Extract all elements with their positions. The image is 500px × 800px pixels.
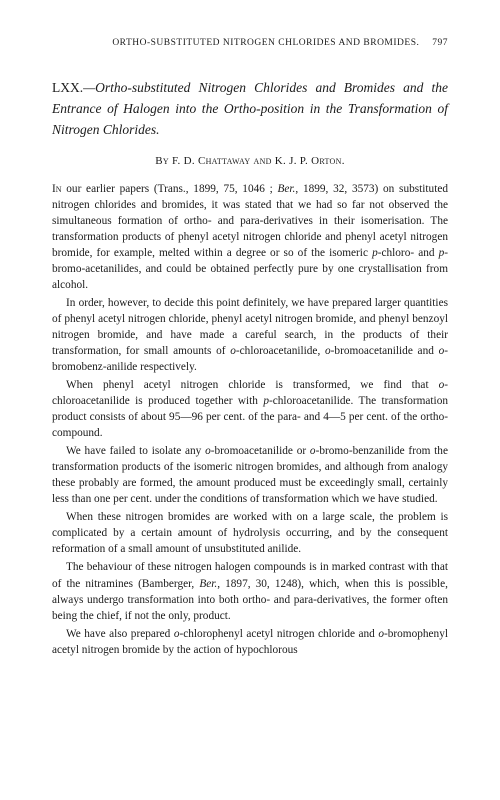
- author-2: K. J. P. Orton.: [275, 155, 345, 167]
- p3-a: When phenyl acetyl nitrogen chloride is …: [66, 379, 439, 391]
- article-title: LXX.—Ortho-substituted Nitrogen Chloride…: [52, 78, 448, 141]
- running-head: ORTHO-SUBSTITUTED NITROGEN CHLORIDES AND…: [52, 38, 448, 48]
- p4-a: We have failed to isolate any: [66, 445, 205, 457]
- p1-f: -chloro- and: [378, 247, 439, 259]
- p4-c: -bromoacetanilide or: [211, 445, 310, 457]
- byline: By F. D. Chattaway and K. J. P. Orton.: [52, 155, 448, 167]
- paragraph-7: We have also prepared o-chlorophenyl ace…: [52, 626, 448, 658]
- article-title-text: —Ortho-substituted Nitrogen Chlorides an…: [52, 80, 448, 137]
- paragraph-3: When phenyl acetyl nitrogen chloride is …: [52, 377, 448, 441]
- p1-lead: In: [52, 183, 62, 195]
- author-conj: and: [250, 155, 274, 167]
- running-head-text: ORTHO-SUBSTITUTED NITROGEN CHLORIDES AND…: [112, 38, 419, 48]
- p7-c: -chlorophenyl acetyl nitrogen chloride a…: [179, 628, 378, 640]
- p1-c: Ber.: [278, 183, 296, 195]
- article-number: LXX.: [52, 80, 83, 95]
- body-text: In our earlier papers (Trans., 1899, 75,…: [52, 181, 448, 658]
- paragraph-1: In our earlier papers (Trans., 1899, 75,…: [52, 181, 448, 293]
- byline-prefix: By: [155, 155, 172, 167]
- author-1: F. D. Chattaway: [172, 155, 250, 167]
- p7-a: We have also prepared: [66, 628, 174, 640]
- paragraph-2: In order, however, to decide this point …: [52, 295, 448, 375]
- paragraph-5: When these nitrogen bromides are worked …: [52, 509, 448, 557]
- page: ORTHO-SUBSTITUTED NITROGEN CHLORIDES AND…: [0, 0, 500, 690]
- p2-c: -chloroacetanilide,: [236, 345, 325, 357]
- p1-b: our earlier papers (Trans., 1899, 75, 10…: [62, 183, 278, 195]
- p2-e: -bromoacetanilide and: [331, 345, 439, 357]
- paragraph-6: The behaviour of these nitrogen halogen …: [52, 559, 448, 623]
- page-number: 797: [432, 38, 448, 48]
- p6-b: Ber.: [199, 578, 217, 590]
- paragraph-4: We have failed to isolate any o-bromoace…: [52, 443, 448, 507]
